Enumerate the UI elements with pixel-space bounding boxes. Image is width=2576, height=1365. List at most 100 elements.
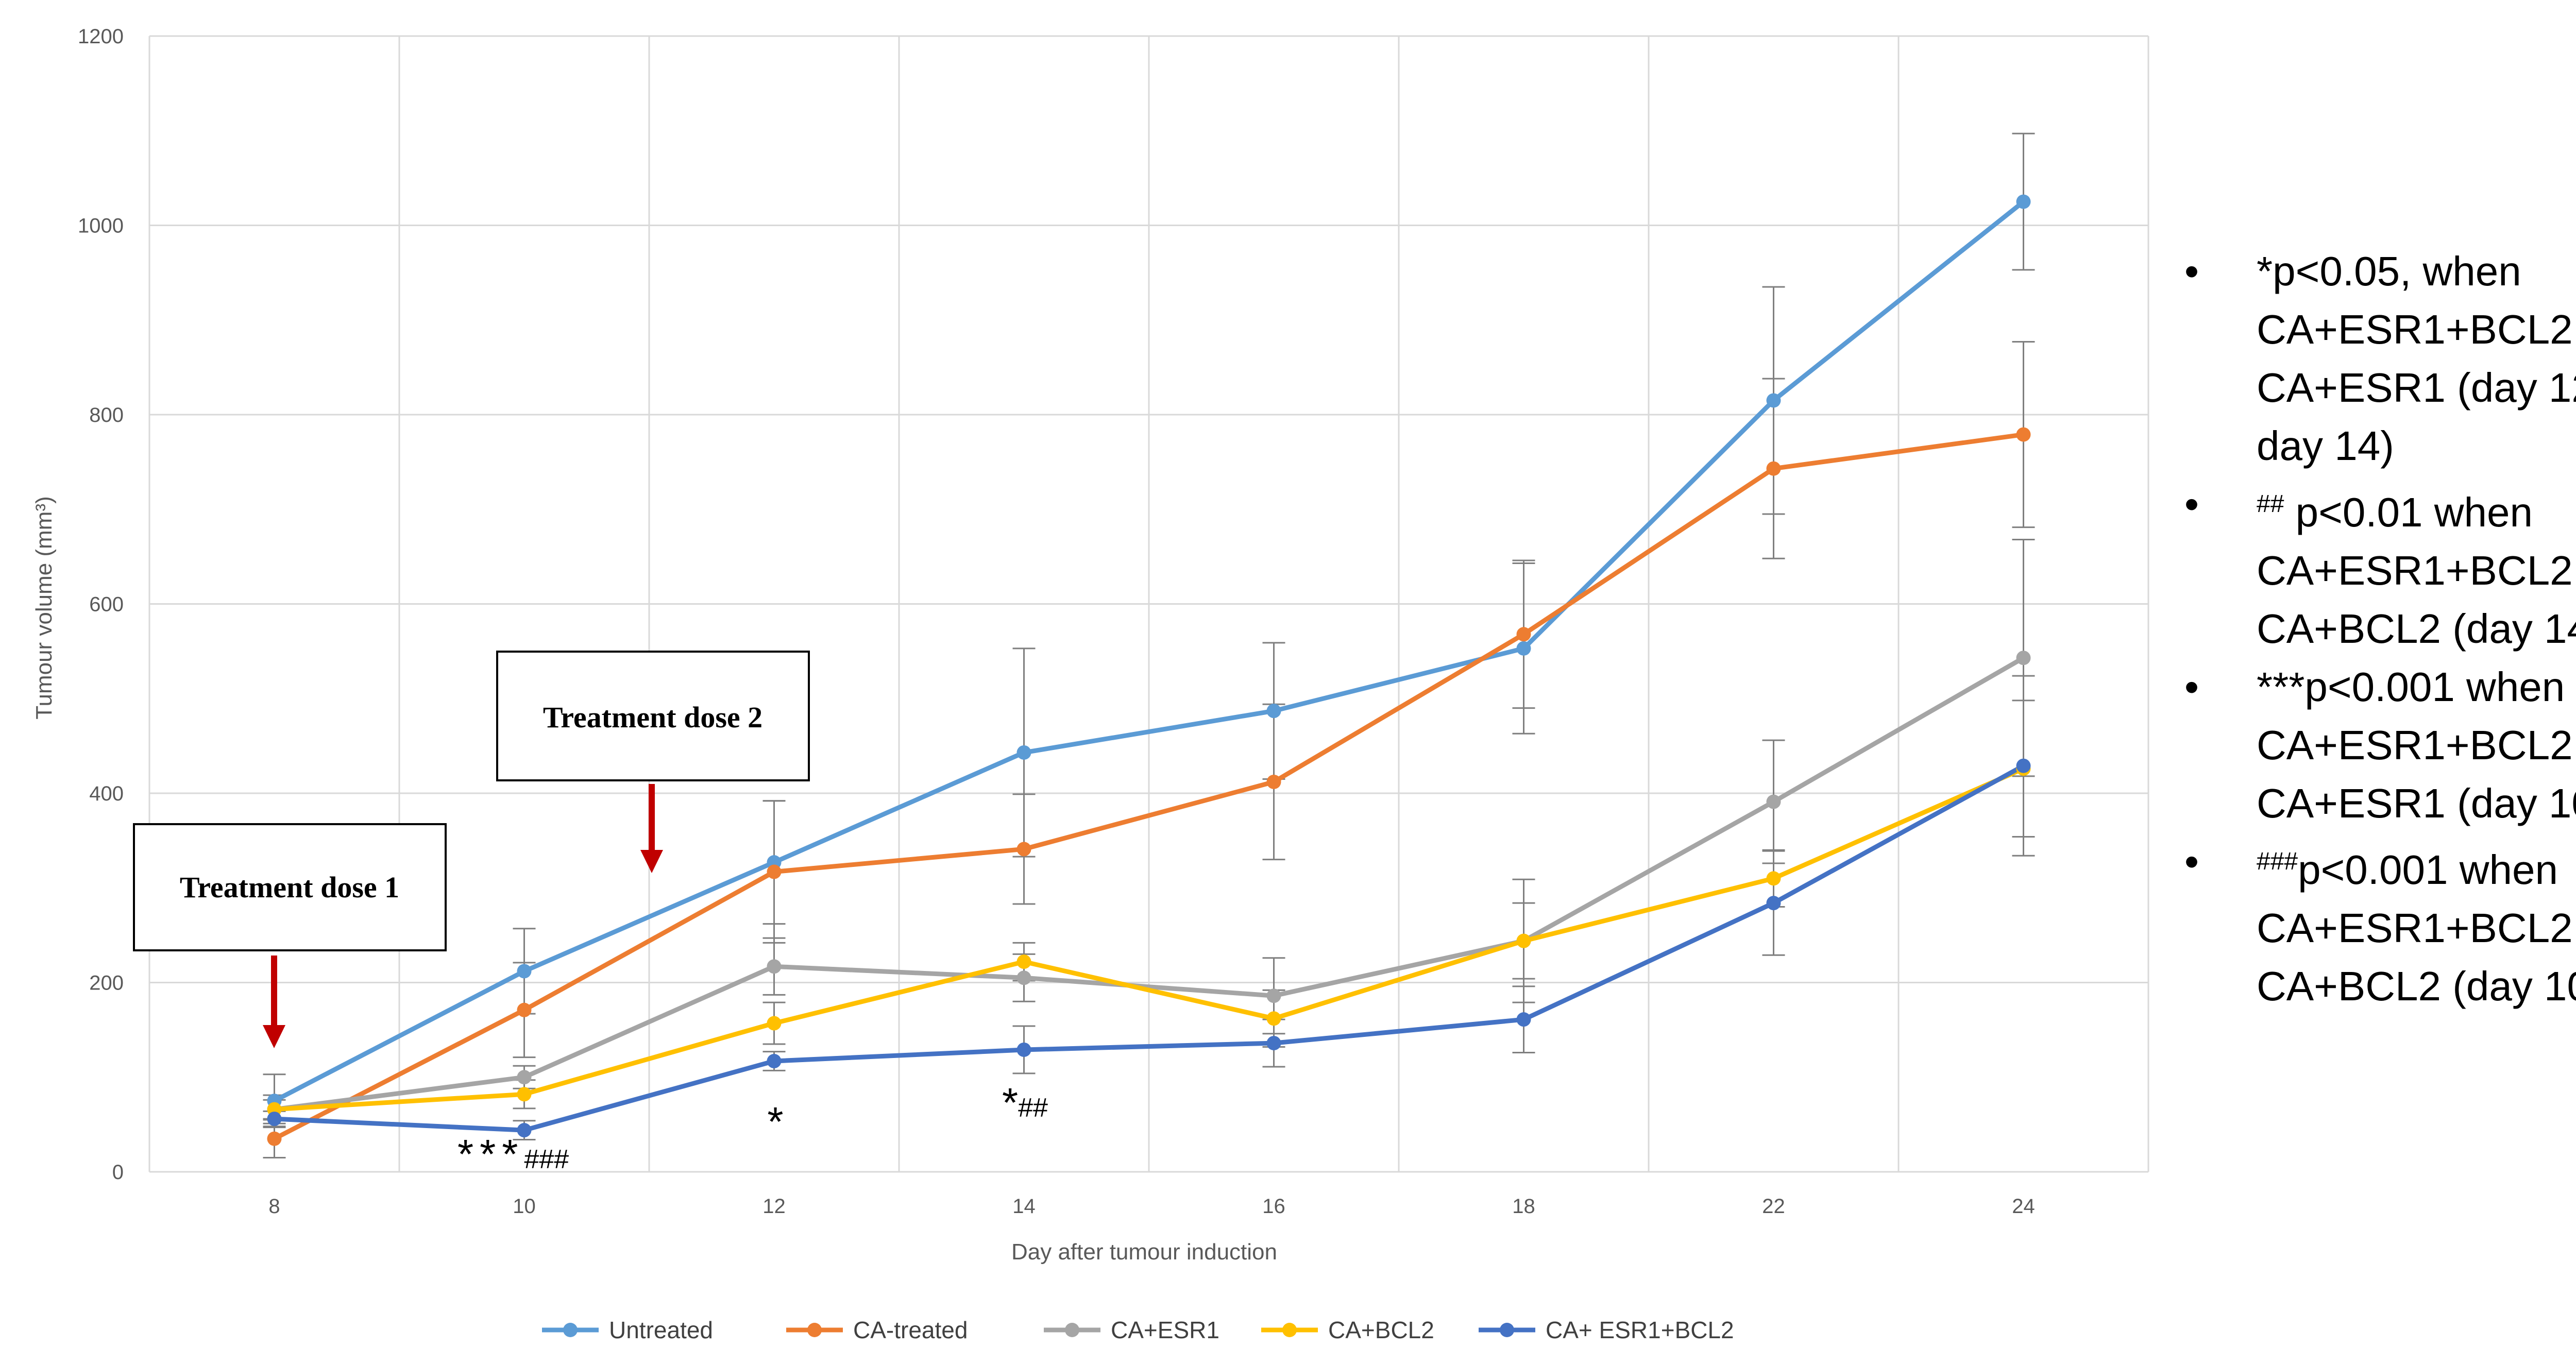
- x-tick-label: 14: [1012, 1195, 1036, 1218]
- x-axis-ticks: 8 10 12 14 16 18 22 24: [268, 1195, 2035, 1218]
- significance-notes: • *p<0.05, when CA+ESR1+BCL2 vs CA+ESR1 (da…: [2164, 242, 2576, 1015]
- note-text: ###p<0.001 when CA+ESR1+BCL2 vs CA+BCL2 (d…: [2257, 832, 2576, 1015]
- note-bullet: •: [2184, 839, 2199, 884]
- data-point: [1016, 970, 1031, 985]
- dose1-arrow: [263, 956, 285, 1048]
- data-point: [2016, 758, 2031, 773]
- legend-label: CA+ESR1: [1111, 1317, 1219, 1343]
- data-point: [1766, 794, 1781, 809]
- data-point: [1016, 954, 1031, 969]
- data-point: [267, 1131, 282, 1146]
- legend-label: Untreated: [609, 1317, 713, 1343]
- legend-swatch-marker: [563, 1323, 578, 1337]
- legend-swatch-marker: [807, 1323, 822, 1337]
- chart-legend: Untreated CA-treated CA+ESR1 CA+BCL2 CA+ ESR…: [542, 1317, 1734, 1343]
- data-point: [1766, 896, 1781, 911]
- y-tick-label: 200: [89, 972, 124, 995]
- sig-day14-hash: ##: [1018, 1093, 1048, 1123]
- note-line: CA+BCL2 (day 14): [2257, 606, 2576, 652]
- x-tick-label: 18: [1512, 1195, 1535, 1218]
- note-item: • ***p<0.001 when CA+ESR1+BCL2 vs CA+ESR1 (…: [2164, 658, 2576, 832]
- note-line: CA+ESR1+BCL2 vs: [2257, 722, 2576, 768]
- note-bullet: •: [2184, 248, 2199, 294]
- sig-day14-star: *: [1002, 1080, 1018, 1125]
- data-point: [1266, 988, 1281, 1003]
- sig-day12: *: [767, 1099, 783, 1145]
- series-line-1: [273, 432, 2024, 1141]
- note-bullet: •: [2184, 664, 2199, 710]
- sig-day10: ***###: [457, 1131, 569, 1177]
- note-text: ***p<0.001 when CA+ESR1+BCL2 vs CA+ESR1 (d…: [2257, 658, 2576, 832]
- legend-swatch-marker: [1065, 1323, 1079, 1337]
- y-tick-label: 1200: [78, 25, 124, 48]
- x-tick-label: 10: [513, 1195, 536, 1218]
- x-tick-label: 8: [268, 1195, 280, 1218]
- legend-swatch-marker: [1282, 1323, 1297, 1337]
- data-point: [267, 1112, 282, 1127]
- note-superscript: ###: [2257, 848, 2298, 875]
- series-points: [267, 194, 2031, 1146]
- data-point: [1516, 1012, 1531, 1027]
- note-line: CA+ESR1 (day 12 and: [2257, 365, 2576, 411]
- note-prefix: ***: [2257, 664, 2305, 710]
- data-point: [1266, 704, 1281, 719]
- x-tick-label: 16: [1262, 1195, 1285, 1218]
- note-line: CA+ESR1+BCL2 vs: [2257, 905, 2576, 951]
- note-superscript: ##: [2257, 490, 2284, 518]
- note-prefix: *: [2257, 248, 2273, 294]
- series-line-0: [273, 200, 2025, 1103]
- note-line: CA+ESR1+BCL2 vs: [2257, 548, 2576, 593]
- note-line: ***p<0.001 when: [2257, 664, 2565, 710]
- sig-day14: *##: [1002, 1080, 1048, 1125]
- data-point: [1766, 461, 1781, 476]
- data-point: [2016, 194, 2031, 209]
- note-item: • *p<0.05, when CA+ESR1+BCL2 vs CA+ESR1 (da…: [2164, 242, 2576, 475]
- data-point: [767, 864, 782, 879]
- note-text: *p<0.05, when CA+ESR1+BCL2 vs CA+ESR1 (day…: [2257, 242, 2576, 475]
- note-item: • ###p<0.001 when CA+ESR1+BCL2 vs CA+BCL2 (…: [2164, 832, 2576, 1015]
- x-tick-label: 22: [1762, 1195, 1785, 1218]
- data-point: [517, 1070, 532, 1085]
- data-point: [767, 959, 782, 974]
- data-point: [2016, 651, 2031, 666]
- x-axis-title: Day after tumour induction: [1011, 1239, 1277, 1265]
- series-lines: [273, 200, 2025, 1141]
- legend-label: CA+ ESR1+BCL2: [1546, 1317, 1734, 1343]
- series-line-4: [274, 763, 2025, 1133]
- y-axis-ticks: 0 200 400 600 800 1000 1200: [78, 25, 124, 1184]
- note-line: day 14): [2257, 423, 2394, 469]
- y-tick-label: 1000: [78, 215, 124, 237]
- note-text: ## p<0.01 when CA+ESR1+BCL2 vs CA+BCL2 (da…: [2257, 475, 2576, 658]
- data-point: [767, 1016, 782, 1031]
- note-line: *p<0.05, when: [2257, 248, 2521, 294]
- dose1-box: [133, 823, 447, 951]
- legend-swatch-marker: [1500, 1323, 1514, 1337]
- data-point: [767, 1054, 782, 1069]
- dose1-label: Treatment dose 1: [180, 871, 399, 904]
- legend-label: CA+BCL2: [1328, 1317, 1434, 1343]
- data-point: [1516, 933, 1531, 948]
- note-line: CA+ESR1+BCL2 vs: [2257, 306, 2576, 352]
- note-bullet: •: [2184, 481, 2199, 527]
- note-line: ## p<0.01 when: [2257, 489, 2533, 535]
- note-line: CA+ESR1 (day 10): [2257, 780, 2576, 826]
- note-line: CA+BCL2 (day 10): [2257, 963, 2576, 1009]
- chart-gridlines: [148, 35, 2149, 1173]
- data-point: [517, 1123, 532, 1138]
- y-tick-label: 800: [89, 404, 124, 426]
- y-tick-label: 0: [112, 1161, 124, 1184]
- dose2-box: [496, 651, 810, 781]
- note-line: ###p<0.001 when: [2257, 847, 2558, 893]
- data-point: [517, 1087, 532, 1102]
- x-tick-label: 12: [762, 1195, 786, 1218]
- dose2-label: Treatment dose 2: [543, 701, 762, 734]
- y-tick-label: 400: [89, 782, 124, 805]
- x-tick-label: 24: [2012, 1195, 2035, 1218]
- data-point: [1016, 1042, 1031, 1057]
- y-axis-title: Tumour volume (mm³): [31, 496, 57, 720]
- sig-day10-hash: ###: [524, 1145, 569, 1174]
- data-point: [1266, 1011, 1281, 1026]
- data-point: [1766, 393, 1781, 408]
- legend-label: CA-treated: [853, 1317, 968, 1343]
